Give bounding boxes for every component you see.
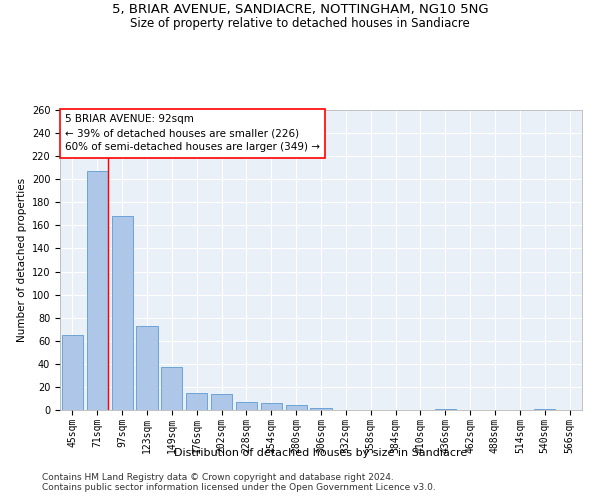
Text: 5 BRIAR AVENUE: 92sqm
← 39% of detached houses are smaller (226)
60% of semi-det: 5 BRIAR AVENUE: 92sqm ← 39% of detached … xyxy=(65,114,320,152)
Y-axis label: Number of detached properties: Number of detached properties xyxy=(17,178,28,342)
Bar xyxy=(286,406,307,410)
Text: Size of property relative to detached houses in Sandiacre: Size of property relative to detached ho… xyxy=(130,18,470,30)
Text: Contains HM Land Registry data © Crown copyright and database right 2024.: Contains HM Land Registry data © Crown c… xyxy=(42,472,394,482)
Bar xyxy=(161,368,182,410)
Bar xyxy=(310,408,332,410)
Bar xyxy=(62,335,83,410)
Bar xyxy=(534,409,555,410)
Bar xyxy=(435,409,456,410)
Text: 5, BRIAR AVENUE, SANDIACRE, NOTTINGHAM, NG10 5NG: 5, BRIAR AVENUE, SANDIACRE, NOTTINGHAM, … xyxy=(112,2,488,16)
Bar xyxy=(136,326,158,410)
Bar xyxy=(87,171,108,410)
Text: Contains public sector information licensed under the Open Government Licence v3: Contains public sector information licen… xyxy=(42,482,436,492)
Bar xyxy=(236,402,257,410)
Bar xyxy=(211,394,232,410)
Bar xyxy=(261,403,282,410)
Bar xyxy=(186,392,207,410)
Bar xyxy=(112,216,133,410)
Text: Distribution of detached houses by size in Sandiacre: Distribution of detached houses by size … xyxy=(175,448,467,458)
